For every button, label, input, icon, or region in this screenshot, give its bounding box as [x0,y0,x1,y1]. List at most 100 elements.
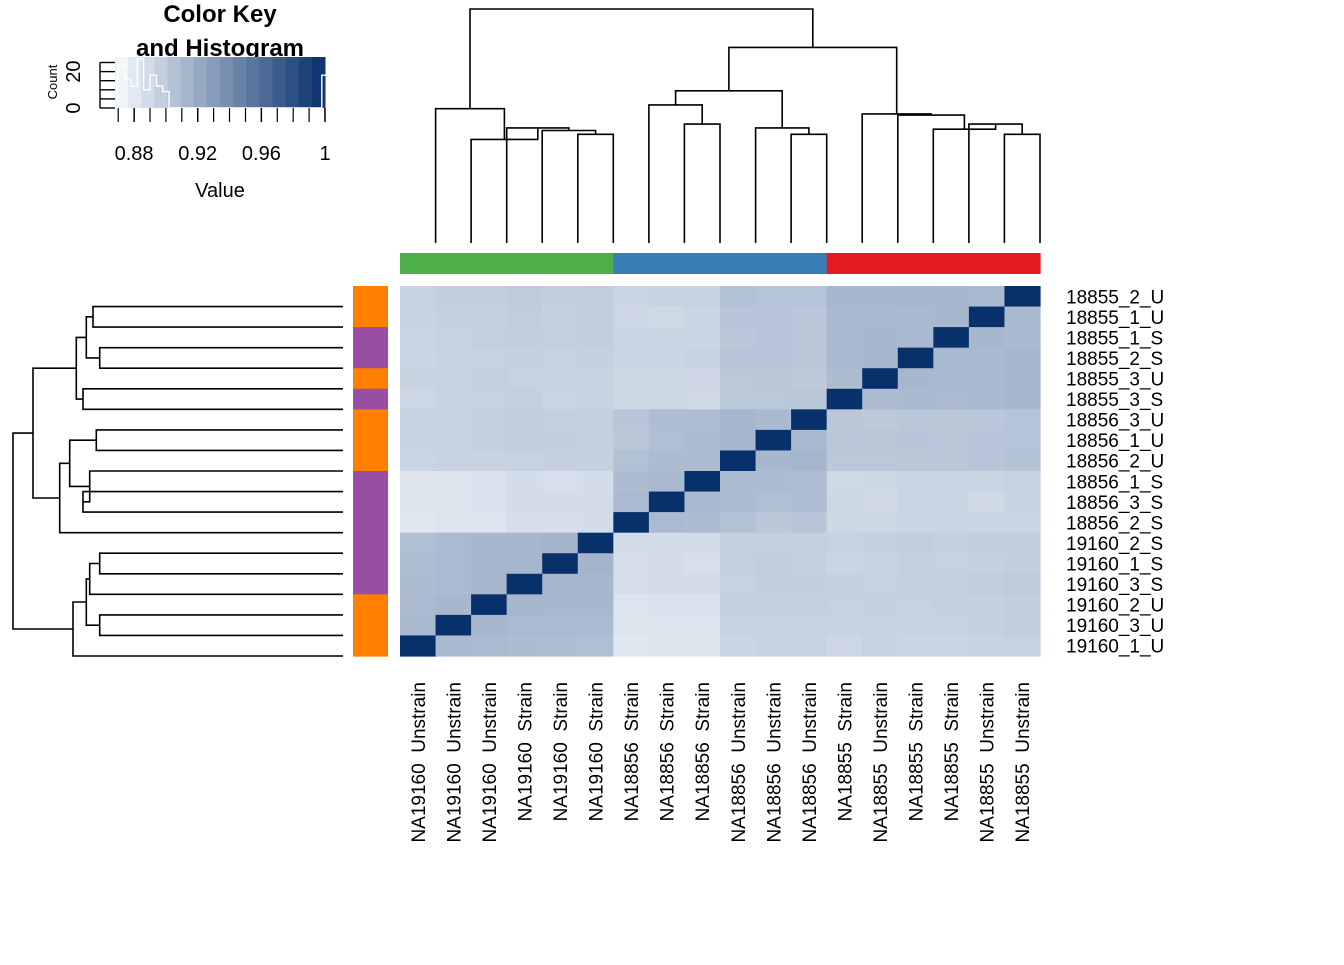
column-dendrogram-link [648,104,703,243]
row-label: 19160_1_U [1066,637,1164,658]
heatmap-cell [648,573,686,595]
heatmap-cell [435,471,472,493]
column-dendrogram-link [469,8,814,109]
heatmap-cell [897,512,934,534]
heatmap-cell [720,491,757,513]
heatmap-cell [897,635,934,657]
heatmap-cell [720,409,757,431]
heatmap-cell [471,306,508,328]
heatmap-cell [684,512,721,534]
color-key-xtick-label: 0.88 [115,143,154,165]
heatmap-cell [968,306,1006,328]
heatmap-cell [577,512,614,534]
heatmap-cell [1004,306,1041,328]
row-side-color [353,532,388,554]
heatmap-cell [791,471,828,493]
heatmap-cell [862,388,899,410]
color-key-segment [311,57,326,108]
column-label: NA19160 Unstrain [480,682,501,843]
heatmap-cell [933,491,970,513]
heatmap-cell [542,388,579,410]
heatmap-cell [1004,368,1041,390]
heatmap-cell [577,491,614,513]
color-key-segment [167,57,182,108]
heatmap-cell [542,471,579,493]
heatmap-cell [684,347,721,369]
heatmap-cell [862,532,899,554]
heatmap-cell [720,286,757,308]
heatmap-cell [933,429,970,452]
heatmap-cell [684,388,721,410]
row-dendrogram-link [98,346,343,369]
row-label: 19160_1_S [1066,555,1163,576]
heatmap-cell [791,635,828,657]
color-key-segment [272,57,287,108]
row-side-color [353,306,388,328]
heatmap-cell [755,286,792,308]
heatmap-cell [577,553,614,575]
column-side-color [684,253,721,274]
heatmap-cell [1004,450,1041,472]
heatmap-cell [577,388,614,410]
heatmap-cell [435,388,472,410]
heatmap-cell [933,306,970,328]
heatmap-cell [791,491,828,513]
color-key-segment [285,57,300,108]
heatmap-cell [435,429,472,452]
heatmap-cell [791,573,828,595]
heatmap-cell [826,388,863,410]
heatmap-cell [471,429,508,452]
heatmap-cell [968,286,1006,308]
heatmap-cell [862,429,899,452]
color-key-segment [193,57,208,108]
heatmap-cell [933,573,970,595]
heatmap-cell [791,347,828,369]
heatmap-cell [684,306,721,328]
row-dendrogram-link [82,490,343,513]
column-label: NA19160 Strain [515,682,536,821]
heatmap-cell [791,532,828,554]
heatmap-cell [755,450,792,472]
heatmap-cell [648,471,686,493]
heatmap-cell [720,573,757,595]
row-side-color [353,512,388,534]
heatmap-cell [968,388,1006,410]
heatmap-cell [933,512,970,534]
heatmap-cell [471,327,508,349]
heatmap-cell [862,635,899,657]
heatmap-cell [897,286,934,308]
heatmap-cell [862,573,899,595]
heatmap-cell [435,594,472,616]
heatmap-cell [471,532,508,554]
row-label: 18856_3_U [1066,411,1164,432]
color-key-histogram-line [117,58,329,109]
heatmap-cell [613,286,650,308]
heatmap-cell [968,347,1006,369]
heatmap-cell [720,368,757,390]
color-key-ytick-label: 0 [63,102,85,113]
heatmap-cell [471,450,508,472]
heatmap-cell [1004,388,1041,410]
row-side-color [353,614,388,637]
heatmap-cell [684,368,721,390]
heatmap-cell [613,429,650,452]
heatmap-cell [720,594,757,616]
column-side-color [897,253,934,274]
heatmap-cell [755,368,792,390]
heatmap-cell [862,286,899,308]
heatmap-cell [826,409,863,431]
heatmap-cell [648,368,686,390]
heatmap-cell [542,286,579,308]
heatmap-cell [471,409,508,431]
heatmap-cell [400,532,437,554]
row-label: 18856_1_S [1066,472,1163,493]
heatmap-cell [577,614,614,637]
row-side-color [353,409,388,431]
column-dendrogram-link [470,127,539,243]
heatmap-cell [826,553,863,575]
column-side-color [613,253,650,274]
heatmap-cell [1004,286,1041,308]
heatmap-cell [968,573,1006,595]
heatmap-cell [968,409,1006,431]
heatmap-cell [648,553,686,575]
